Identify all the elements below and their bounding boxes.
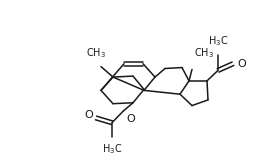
Text: O: O xyxy=(84,110,93,120)
Text: CH$_3$: CH$_3$ xyxy=(86,46,106,60)
Text: H$_3$C: H$_3$C xyxy=(102,142,122,156)
Text: CH$_3$: CH$_3$ xyxy=(194,46,214,60)
Text: H$_3$C: H$_3$C xyxy=(208,34,228,48)
Text: O: O xyxy=(237,59,246,69)
Text: O: O xyxy=(126,114,135,124)
